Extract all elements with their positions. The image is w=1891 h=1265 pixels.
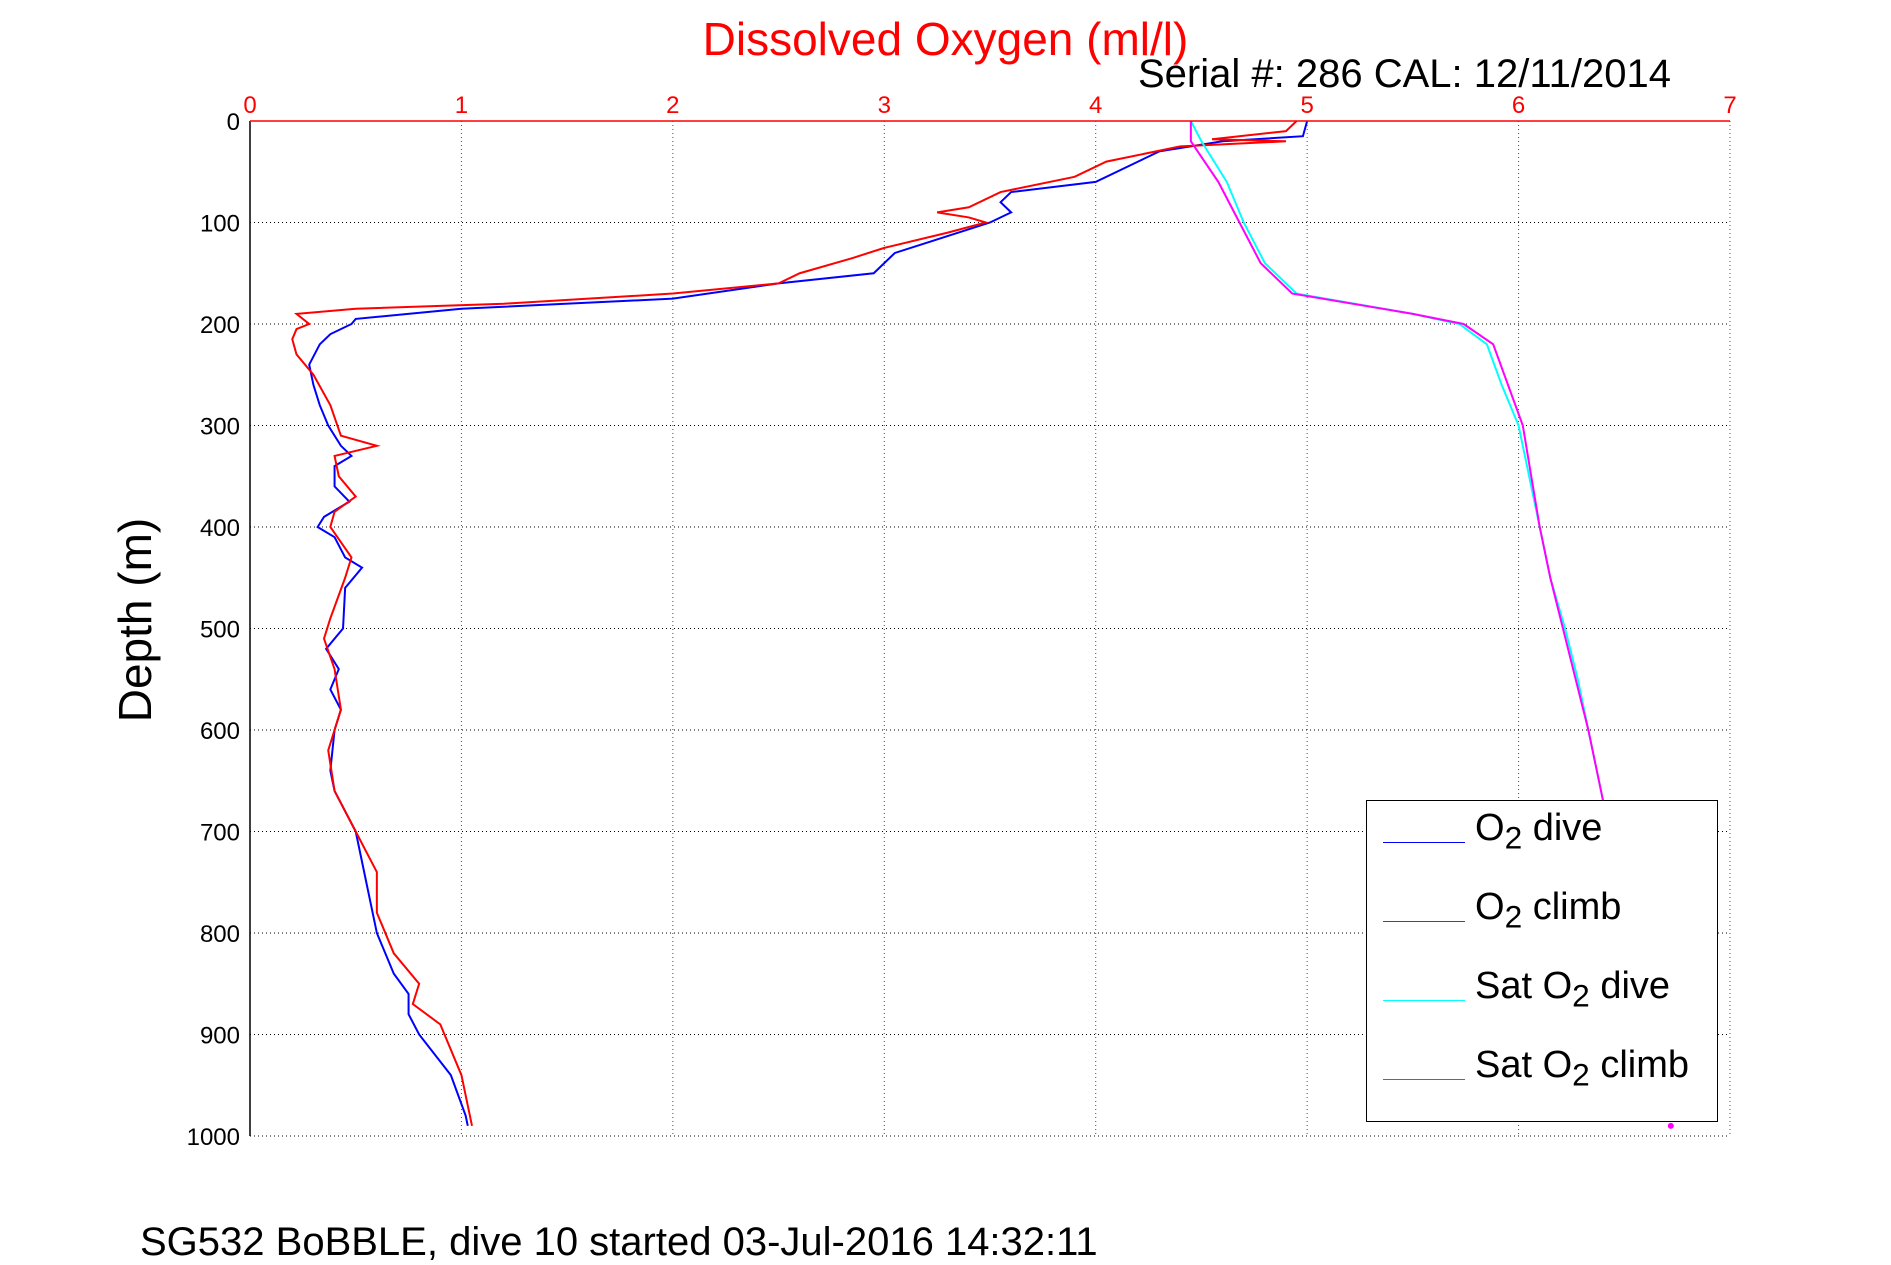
legend-swatch bbox=[1383, 842, 1465, 844]
legend-item-sat-o2-climb: Sat O2 climb bbox=[1383, 1044, 1689, 1094]
y-tick-label: 0 bbox=[227, 109, 240, 136]
legend-swatch bbox=[1383, 1000, 1465, 1002]
x-tick-label: 4 bbox=[1089, 92, 1102, 119]
legend-swatch bbox=[1383, 1079, 1465, 1081]
legend-item-o2-climb: O2 climb bbox=[1383, 886, 1621, 936]
legend-label: O2 climb bbox=[1475, 886, 1622, 935]
y-tick-label: 500 bbox=[200, 617, 240, 644]
series-line-o2-climb bbox=[291, 120, 1298, 1127]
x-tick-label: 6 bbox=[1512, 92, 1525, 119]
x-tick-label: 2 bbox=[666, 92, 679, 119]
x-tick-label: 1 bbox=[455, 92, 468, 119]
legend: O2 dive O2 climb Sat O2 dive Sat O2 clim… bbox=[1366, 800, 1718, 1122]
y-tick-label: 400 bbox=[200, 515, 240, 542]
legend-item-o2-dive: O2 dive bbox=[1383, 807, 1602, 857]
y-tick-label: 700 bbox=[200, 820, 240, 847]
x-tick-label: 7 bbox=[1723, 92, 1736, 119]
legend-swatch bbox=[1383, 921, 1465, 923]
chart-subtitle: Serial #: 286 CAL: 12/11/2014 bbox=[1138, 52, 1671, 96]
y-tick-label: 600 bbox=[200, 718, 240, 745]
series-line-o2-dive bbox=[308, 120, 1309, 1127]
y-tick-label: 1000 bbox=[187, 1124, 240, 1151]
legend-label: Sat O2 climb bbox=[1475, 1044, 1689, 1093]
legend-label: Sat O2 dive bbox=[1475, 965, 1671, 1014]
legend-label: O2 dive bbox=[1475, 807, 1603, 856]
y-tick-label: 100 bbox=[200, 211, 240, 238]
y-tick-label: 800 bbox=[200, 921, 240, 948]
footer-caption: SG532 BoBBLE, dive 10 started 03-Jul-201… bbox=[140, 1220, 1098, 1264]
y-tick-label: 300 bbox=[200, 414, 240, 441]
x-tick-label: 5 bbox=[1300, 92, 1313, 119]
data-point bbox=[1667, 1122, 1674, 1129]
legend-item-sat-o2-dive: Sat O2 dive bbox=[1383, 965, 1670, 1015]
y-tick-label: 900 bbox=[200, 1023, 240, 1050]
series-line-sat-o2-climb bbox=[1189, 121, 1605, 802]
chart-title: Dissolved Oxygen (ml/l) bbox=[702, 13, 1189, 65]
series-line-sat-o2-dive bbox=[1189, 120, 1605, 802]
y-tick-label: 200 bbox=[200, 312, 240, 339]
x-tick-label: 0 bbox=[243, 92, 256, 119]
x-tick-label: 3 bbox=[878, 92, 891, 119]
